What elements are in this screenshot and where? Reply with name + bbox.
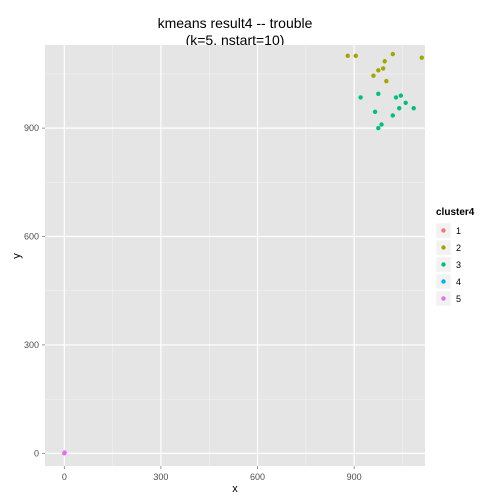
data-point-cluster-3	[376, 125, 381, 131]
data-point-cluster-2	[390, 51, 395, 57]
chart-title-line2: (k=5, nstart=10)	[186, 32, 285, 48]
y-tick-label: 300	[24, 340, 39, 350]
plot-panel	[45, 45, 425, 466]
legend-key-4	[441, 279, 446, 284]
data-point-cluster-2	[419, 55, 424, 60]
grid	[45, 45, 425, 466]
data-point-cluster-3	[372, 109, 378, 115]
data-point-cluster-2	[345, 53, 350, 59]
data-point-cluster-2	[380, 66, 386, 71]
y-tick-label: 900	[24, 123, 39, 133]
x-tick-label: 300	[153, 472, 168, 482]
data-point-cluster-3	[393, 95, 399, 100]
axis-ticks: 0 300 600 900 0 300 600 900	[24, 123, 362, 482]
data-point-cluster-3	[390, 113, 395, 118]
legend-key-3	[441, 262, 446, 267]
legend-label-5: 5	[456, 294, 461, 304]
y-tick-label: 600	[24, 232, 39, 242]
data-point-cluster-2	[371, 73, 376, 78]
data-point-cluster-3	[403, 100, 408, 106]
legend-label-2: 2	[456, 243, 461, 253]
data-point-cluster-3	[358, 95, 363, 100]
x-tick-label: 0	[62, 472, 67, 482]
data-point-cluster-2	[382, 59, 387, 64]
y-axis-title: y	[11, 253, 23, 259]
legend-label-1: 1	[456, 226, 461, 236]
y-tick-label: 0	[34, 448, 39, 458]
data-point-cluster-2	[376, 68, 381, 73]
data-point-cluster-3	[397, 106, 402, 111]
chart-title-line1: kmeans result4 -- trouble	[158, 15, 313, 31]
x-tick-label: 600	[250, 472, 265, 482]
legend-key-2	[441, 245, 446, 250]
data-point-cluster-2	[384, 78, 389, 84]
legend-label-4: 4	[456, 277, 461, 287]
x-axis-title: x	[232, 483, 238, 495]
data-point-cluster-5	[62, 450, 67, 455]
data-point-cluster-3	[379, 122, 384, 127]
legend: cluster4 1 2 3 4 5	[435, 207, 475, 307]
legend-title: cluster4	[436, 207, 475, 218]
data-point-cluster-3	[376, 91, 381, 96]
x-tick-label: 900	[347, 472, 362, 482]
data-point-cluster-3	[411, 106, 416, 111]
legend-key-1	[441, 228, 446, 233]
data-point-cluster-3	[398, 93, 404, 98]
data-points	[62, 51, 424, 456]
data-point-cluster-2	[353, 53, 358, 59]
legend-key-5	[441, 296, 446, 301]
legend-label-3: 3	[456, 260, 461, 270]
